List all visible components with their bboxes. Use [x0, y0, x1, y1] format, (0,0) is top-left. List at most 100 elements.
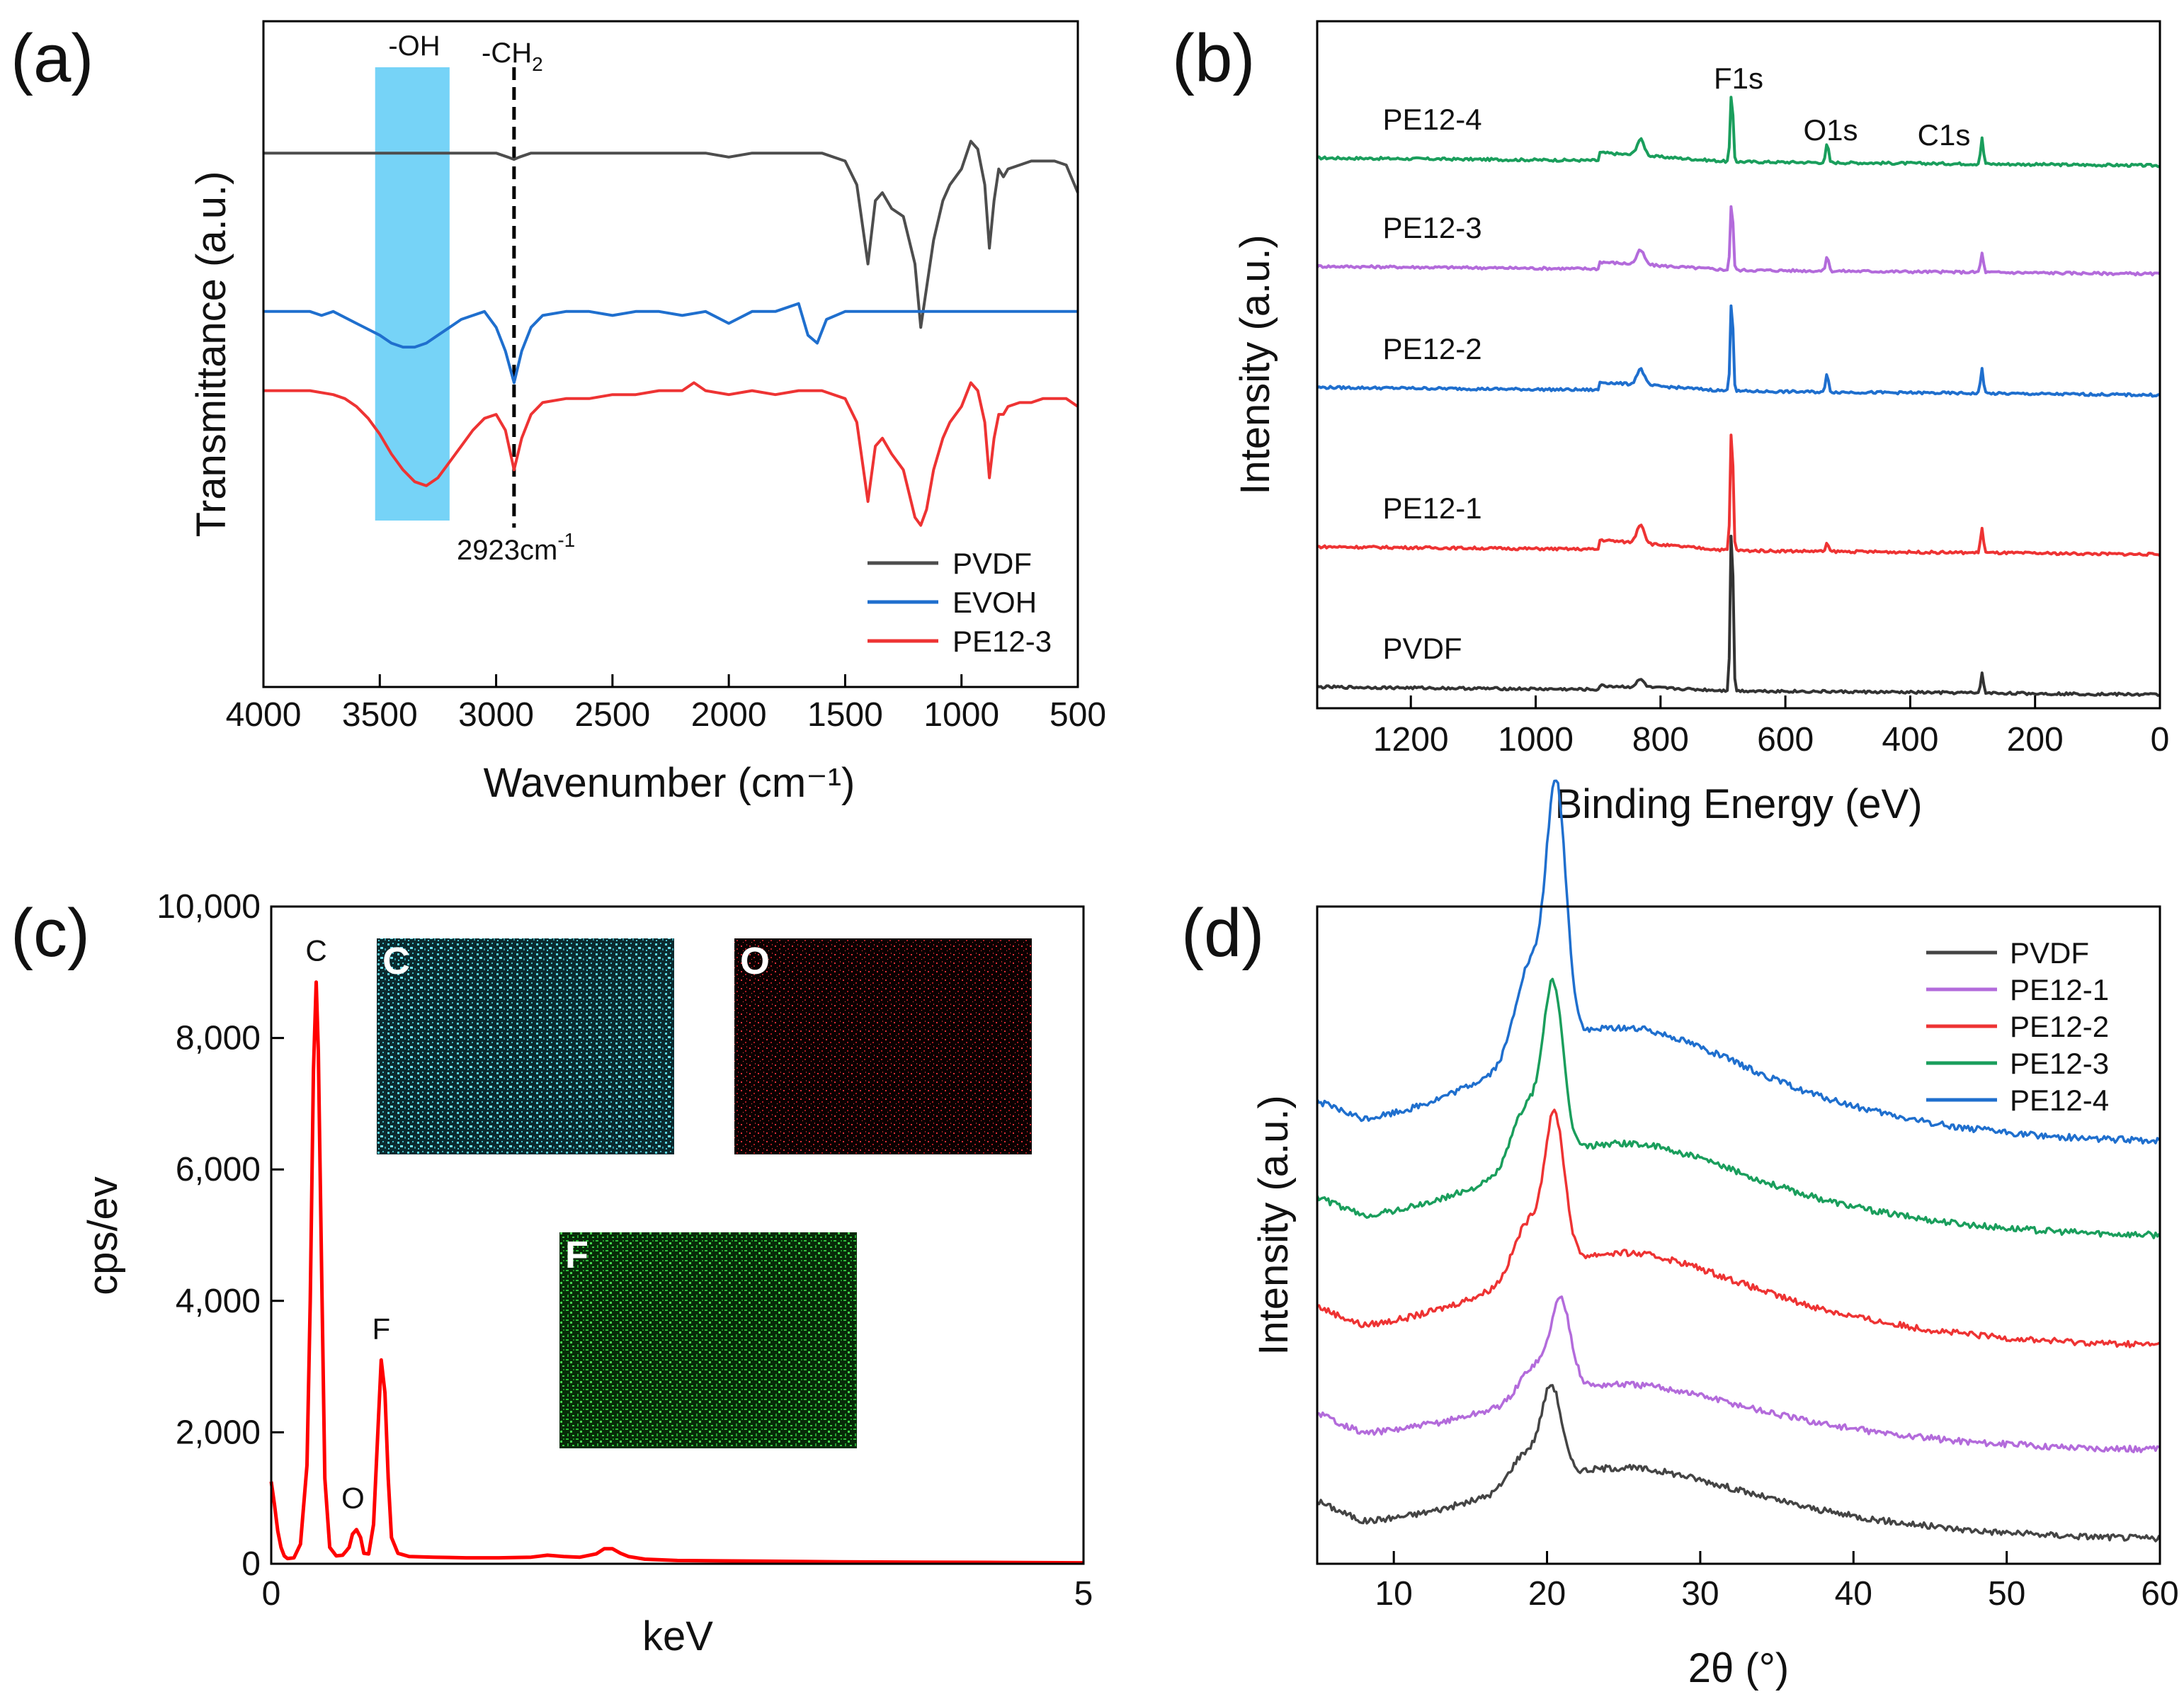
peak-label-c: C	[305, 934, 326, 967]
oh-band-highlight	[375, 67, 450, 521]
panel-b-ticks: 1200 1000 800 600 400 200 0	[1373, 695, 2170, 759]
x-tick-label: 3000	[458, 696, 534, 734]
series-line-pvdf	[1316, 535, 2161, 697]
x-tick-label: 1500	[807, 696, 883, 734]
panel-b-letter: (b)	[1172, 21, 1255, 96]
peak-2923-label: 2923cm-1	[457, 529, 575, 566]
map-inset-o-label: O	[740, 940, 770, 982]
y-tick-label: 2,000	[176, 1414, 261, 1451]
eds-spectrum-line	[269, 980, 1084, 1565]
y-tick-label: 0	[241, 1545, 261, 1583]
series-line-pe12-1	[1316, 433, 2161, 557]
series-line-evoh	[263, 302, 1078, 385]
x-tick-label: 4000	[226, 696, 302, 734]
panel-a-ticks: 4000 3500 3000 2500 2000 1500 1000 500	[226, 674, 1106, 734]
o1s-label: O1s	[1803, 113, 1858, 147]
panel-d-series	[1316, 779, 2161, 1543]
series-line-pe12-4	[1316, 96, 2161, 169]
panel-a-frame	[262, 20, 1079, 688]
x-tick-label: 1000	[1498, 721, 1574, 759]
x-tick-label: 0	[2151, 721, 2170, 759]
y-tick-label: 10,000	[157, 888, 261, 926]
x-tick-label: 500	[1050, 696, 1106, 734]
y-tick-label: 8,000	[176, 1020, 261, 1057]
y-tick-label: 6,000	[176, 1151, 261, 1188]
panel-c-peak-labels: C O F	[305, 934, 390, 1515]
panel-d-xlabel: 2θ (°)	[1688, 1645, 1789, 1691]
x-tick-label: 2000	[691, 696, 767, 734]
panel-a-legend: PVDF EVOH PE12-3	[868, 547, 1052, 658]
series-label-pe12-2: PE12-2	[1383, 332, 1482, 365]
panel-a-ylabel: Transmittance (a.u.)	[188, 171, 234, 538]
x-tick-label: 800	[1632, 721, 1689, 759]
series-label-pe12-3: PE12-3	[1383, 211, 1482, 244]
panel-c-xlabel: keV	[642, 1613, 713, 1659]
legend-label-pe12-3: PE12-3	[952, 625, 1052, 658]
legend-label-pvdf: PVDF	[2010, 936, 2089, 970]
x-tick-label: 60	[2141, 1575, 2178, 1613]
peak-label-o: O	[341, 1482, 365, 1515]
x-tick-label: 50	[1988, 1575, 2025, 1613]
panel-d-ticks: 10 20 30 40 50 60	[1375, 1551, 2179, 1613]
series-label-pe12-1: PE12-1	[1383, 492, 1482, 525]
panel-a-letter: (a)	[11, 21, 93, 96]
ch2-label-main: -CH	[482, 38, 532, 69]
panel-d-letter: (d)	[1181, 895, 1264, 971]
series-label-pe12-4: PE12-4	[1383, 103, 1482, 136]
x-tick-label: 1000	[923, 696, 999, 734]
series-line-pe12-3	[263, 381, 1079, 527]
panel-a-ftir: (a) 4000 3500 3000 2500 2000 1500 1000 500 -OH …	[11, 20, 1106, 806]
f1s-label: F1s	[1714, 62, 1763, 95]
legend-label-pe12-2: PE12-2	[2010, 1010, 2109, 1043]
x-tick-label: 30	[1681, 1575, 1719, 1613]
x-tick-label: 3500	[342, 696, 418, 734]
panel-c-frame	[270, 905, 1085, 1565]
x-tick-label: 400	[1882, 721, 1938, 759]
series-line-pe12-3	[1316, 205, 2161, 277]
series-line-pe12-1	[1316, 1295, 2160, 1453]
panel-c-ylabel: cps/ev	[80, 1176, 126, 1295]
x-tick-label: 0	[262, 1575, 281, 1613]
legend-label-pe12-1: PE12-1	[2010, 973, 2109, 1006]
panel-d-xrd: (d) 10 20 30 40 50 60 2θ (°) Intensity (a.u.)…	[1181, 779, 2179, 1691]
x-tick-label: 2500	[574, 696, 650, 734]
x-tick-label: 5	[1074, 1575, 1093, 1613]
peak-2923-label-main: 2923cm	[457, 535, 557, 566]
peak-2923-label-superscript: -1	[557, 529, 575, 551]
map-inset-o	[734, 938, 1032, 1154]
map-inset-c-label: C	[382, 940, 410, 982]
panel-b-frame	[1316, 20, 2161, 710]
legend-label-evoh: EVOH	[952, 586, 1037, 619]
x-tick-label: 20	[1528, 1575, 1566, 1613]
y-tick-label: 4,000	[176, 1283, 261, 1320]
x-tick-label: 40	[1835, 1575, 1872, 1613]
series-label-pvdf: PVDF	[1383, 632, 1462, 665]
ch2-label: -CH2	[482, 38, 543, 75]
panel-b-series-labels: PE12-4 PE12-3 PE12-2 PE12-1 PVDF	[1383, 103, 1482, 665]
oh-label: -OH	[388, 30, 440, 62]
panel-c-ticks: 0 2,000 4,000 6,000 8,000 10,000 0 5	[157, 888, 1093, 1613]
x-tick-label: 200	[2007, 721, 2064, 759]
x-tick-label: 10	[1375, 1575, 1412, 1613]
panel-d-frame	[1316, 905, 2161, 1565]
panel-d-ylabel: Intensity (a.u.)	[1251, 1095, 1297, 1355]
panel-a-xlabel: Wavenumber (cm⁻¹)	[484, 760, 855, 806]
panel-b-xps: (b) 1200 1000 800 600 400 200 0 PE12-4PE12-3PE…	[1172, 20, 2170, 827]
map-inset-f-label: F	[565, 1234, 588, 1276]
series-line-pvdf	[263, 140, 1079, 329]
panel-c-letter: (c)	[11, 895, 90, 971]
series-line-pe12-2	[1316, 1108, 2160, 1348]
panel-b-xlabel: Binding Energy (eV)	[1554, 781, 1922, 827]
legend-label-pvdf: PVDF	[952, 547, 1032, 580]
ch2-label-subscript: 2	[532, 53, 543, 75]
panel-c-series	[269, 980, 1084, 1565]
x-tick-label: 1200	[1373, 721, 1449, 759]
map-inset-f	[559, 1232, 857, 1448]
series-line-pvdf	[1316, 1384, 2161, 1543]
x-tick-label: 600	[1757, 721, 1814, 759]
map-inset-c	[377, 938, 674, 1154]
legend-label-pe12-3: PE12-3	[2010, 1047, 2109, 1080]
